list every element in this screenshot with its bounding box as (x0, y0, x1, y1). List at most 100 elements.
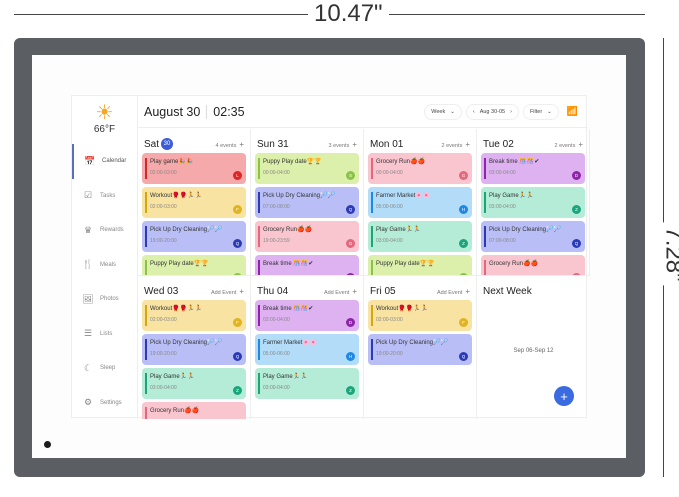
sidebar-item-meals[interactable]: 🍴 Meals (72, 248, 137, 283)
prev-week-button[interactable]: ‹ (472, 108, 475, 115)
plus-icon: + (465, 139, 470, 149)
view-select[interactable]: Week ⌄ (424, 103, 462, 120)
sidebar-item-photos[interactable]: 🖼 Photos (72, 282, 137, 317)
day-label: Sun 31 (257, 138, 289, 150)
chevron-down-icon: ⌄ (547, 108, 552, 115)
filter-label: Filter (529, 108, 543, 115)
avatar: H (346, 352, 355, 361)
day-header: Next Week (477, 276, 590, 300)
event-title: Puppy Play date🏆🏆 (376, 261, 435, 267)
plus-icon: + (352, 286, 357, 296)
event-card[interactable]: Workout🥊🥊🏃🏃 02:00-03:00 F (142, 187, 246, 218)
day-name: Thu 04 (257, 286, 288, 297)
event-time: 19:00-20:00 (150, 238, 177, 244)
event-card[interactable]: Workout🥊🥊🏃🏃 02:00-03:00 F (368, 300, 472, 331)
event-card[interactable]: Puppy Play date🏆🏆 00:00-04:00 S (255, 153, 359, 184)
avatar: F (233, 318, 242, 327)
event-card[interactable]: Pick Up Dry Cleaning🏸🏸 07:00-08:00 Q (255, 187, 359, 218)
event-time: 05:00-06:00 (263, 351, 290, 357)
event-card[interactable]: Break time 🎊🎊✔ 03:00-04:00 D (255, 300, 359, 331)
event-time: 03:00-04:00 (150, 385, 177, 391)
event-card[interactable]: Play Game🏃🏃 03:00-04:00 Z (481, 187, 585, 218)
add-event-button[interactable]: 4 events + (216, 140, 244, 149)
photo-icon: 🖼 (82, 293, 94, 304)
event-time: 07:00-08:00 (489, 238, 516, 244)
add-event-button[interactable]: 2 events + (555, 140, 583, 149)
event-title: Puppy Play date🏆🏆 (150, 261, 209, 267)
event-count: 2 events (554, 142, 576, 149)
checkbox-icon: ☑ (83, 190, 93, 201)
event-card[interactable]: Grocery Run🍎🍎 00:00-04:00 G (368, 153, 472, 184)
event-card[interactable]: Pick Up Dry Cleaning🏸🏸 19:00-20:00 Q (142, 334, 246, 365)
avatar: D (346, 318, 355, 327)
event-card[interactable]: Break time 🎊🎊✔ D (255, 255, 359, 275)
event-card[interactable]: Puppy Play date🏆🏆 S (142, 255, 246, 275)
sidebar-item-label: Rewards (100, 227, 124, 234)
day-header: Thu 04 Add Event + (251, 276, 363, 300)
avatar: Z (346, 386, 355, 395)
calendar-app: ☀ 66°F 📅 Calendar ☑ Tasks ♛ Rewards 🍴 Meals 🖼 Pho… (71, 95, 590, 421)
event-count: 2 events (441, 142, 463, 149)
event-title: Play Game🏃🏃 (376, 227, 421, 233)
day-header: Sat 30 4 events + (138, 129, 250, 153)
avatar: Q (459, 352, 468, 361)
event-time: 02:00-03:00 (376, 317, 403, 323)
add-event-button[interactable]: Add Event + (437, 287, 470, 296)
event-time: 19:00-23:59 (263, 238, 290, 244)
sidebar-item-sleep[interactable]: ☾ Sleep (72, 351, 137, 386)
sidebar-item-calendar[interactable]: 📅 Calendar (72, 144, 137, 179)
event-card[interactable]: Grocery Run🍎🍎G (481, 255, 585, 275)
event-count: 3 events (328, 142, 350, 149)
add-event-button[interactable]: Add Event + (324, 287, 357, 296)
event-card[interactable]: Pick Up Dry Cleaning🏸🏸 07:00-08:00 Q (481, 221, 585, 252)
event-time: 02:00-03:00 (150, 204, 177, 210)
day-header: Wed 03 Add Event + (138, 276, 250, 300)
day-label: Thu 04 (257, 285, 289, 297)
event-card[interactable]: Farmer Market🌸🌸 05:00-06:00 H (368, 187, 472, 218)
filter-select[interactable]: Filter ⌄ (522, 103, 559, 120)
accent-bar (145, 339, 147, 360)
sidebar-item-settings[interactable]: ⚙ Settings (72, 386, 137, 421)
event-card[interactable]: Play Game🏃🏃 03:00-04:00 Z (368, 221, 472, 252)
event-card[interactable]: Farmer Market🌸🌸 05:00-06:00 H (255, 334, 359, 365)
wifi-icon[interactable]: 📶 (566, 106, 578, 116)
add-event-button[interactable]: 2 events + (442, 140, 470, 149)
accent-bar (258, 260, 260, 275)
event-title: Farmer Market🌸🌸 (376, 193, 431, 199)
event-count: Add Event (323, 289, 350, 296)
add-button[interactable]: + (554, 386, 574, 406)
event-title: Pick Up Dry Cleaning🏸🏸 (489, 227, 561, 233)
event-card[interactable]: Play game🎉🎉 02:00-03:00 L (142, 153, 246, 184)
event-title: Grocery Run🍎🍎 (489, 261, 538, 267)
event-card[interactable]: Play Game🏃🏃 03:00-04:00 Z (255, 368, 359, 399)
next-week-title: Next Week (483, 285, 532, 297)
event-card[interactable]: Pick Up Dry Cleaning🏸🏸 19:00-20:00 Q (142, 221, 246, 252)
sidebar-item-lists[interactable]: ☰ Lists (72, 317, 137, 352)
add-event-button[interactable]: 3 events + (329, 140, 357, 149)
day-label: Wed 03 (144, 285, 179, 297)
day-column: Thu 04 Add Event + Break time 🎊🎊✔ 03:00-04:0… (251, 276, 364, 419)
event-card[interactable]: Break time 🎊🎊✔ 03:00-04:00 D (481, 153, 585, 184)
event-card[interactable]: Grocery Run🍎🍎G (142, 402, 246, 419)
avatar: Q (572, 239, 581, 248)
day-name: Wed 03 (144, 286, 178, 297)
event-card[interactable]: Play Game🏃🏃 03:00-04:00 Z (142, 368, 246, 399)
width-label: 10.47" (308, 0, 389, 28)
sidebar-item-tasks[interactable]: ☑ Tasks (72, 179, 137, 214)
event-title: Workout🥊🥊🏃🏃 (150, 306, 203, 312)
avatar: D (572, 171, 581, 180)
event-card[interactable]: Grocery Run🍎🍎 19:00-23:59 G (255, 221, 359, 252)
day-name: Tue 02 (483, 139, 514, 150)
avatar: Q (346, 205, 355, 214)
next-week-button[interactable]: › (510, 108, 512, 115)
accent-bar (258, 305, 260, 326)
event-card[interactable]: Puppy Play date🏆🏆 S (368, 255, 472, 275)
event-card[interactable]: Pick Up Dry Cleaning🏸🏸 19:00-20:00 Q (368, 334, 472, 365)
sidebar-item-rewards[interactable]: ♛ Rewards (72, 213, 137, 248)
event-title: Break time 🎊🎊✔ (263, 261, 314, 267)
add-event-button[interactable]: Add Event + (211, 287, 244, 296)
accent-bar (484, 260, 486, 275)
day-column: Wed 03 Add Event + Workout🥊🥊🏃🏃 02:00-03:00 F P… (138, 276, 251, 419)
event-card[interactable]: Workout🥊🥊🏃🏃 02:00-03:00 F (142, 300, 246, 331)
event-time: 05:00-06:00 (376, 204, 403, 210)
